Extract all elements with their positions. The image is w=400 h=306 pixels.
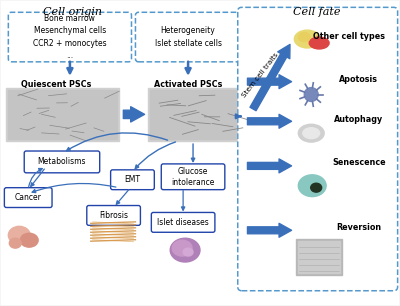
Text: Other cell types: Other cell types xyxy=(313,32,385,41)
Bar xyxy=(148,88,238,141)
Text: Islet diseases: Islet diseases xyxy=(157,218,209,227)
Circle shape xyxy=(304,88,318,102)
FancyBboxPatch shape xyxy=(111,170,154,190)
Text: Apotosis: Apotosis xyxy=(339,75,378,84)
FancyArrowPatch shape xyxy=(248,75,292,89)
Bar xyxy=(296,239,342,275)
Text: Fibrosis: Fibrosis xyxy=(99,211,128,220)
FancyArrowPatch shape xyxy=(123,107,144,122)
Text: Cancer: Cancer xyxy=(15,193,42,202)
FancyArrowPatch shape xyxy=(248,159,292,173)
Ellipse shape xyxy=(303,128,320,139)
Bar xyxy=(150,90,236,139)
Ellipse shape xyxy=(170,238,200,262)
Text: Cell origin: Cell origin xyxy=(43,7,102,17)
Ellipse shape xyxy=(311,183,322,192)
Text: Autophagy: Autophagy xyxy=(334,115,384,124)
Text: Cell fate: Cell fate xyxy=(294,7,341,17)
FancyBboxPatch shape xyxy=(8,12,132,62)
Text: Stem cell traits: Stem cell traits xyxy=(241,51,280,98)
FancyBboxPatch shape xyxy=(151,212,215,232)
FancyArrowPatch shape xyxy=(250,44,290,111)
FancyArrowPatch shape xyxy=(248,223,292,237)
Text: Activated PSCs: Activated PSCs xyxy=(154,80,222,89)
Text: EMT: EMT xyxy=(124,175,140,184)
Text: Glucose
intolerance: Glucose intolerance xyxy=(171,167,215,187)
Text: Quiescent PSCs: Quiescent PSCs xyxy=(21,80,91,89)
FancyBboxPatch shape xyxy=(161,164,225,190)
FancyBboxPatch shape xyxy=(238,7,398,291)
Bar xyxy=(298,241,340,273)
FancyBboxPatch shape xyxy=(136,12,241,62)
Text: Senescence: Senescence xyxy=(332,159,386,167)
Text: Metabolisms: Metabolisms xyxy=(38,157,86,166)
FancyBboxPatch shape xyxy=(24,151,100,173)
Text: Bone marrow
Mesenchymal cells
CCR2 + monocytes
...: Bone marrow Mesenchymal cells CCR2 + mon… xyxy=(33,14,107,60)
Ellipse shape xyxy=(309,37,329,49)
Bar xyxy=(6,88,118,141)
Ellipse shape xyxy=(298,33,310,42)
Ellipse shape xyxy=(298,124,324,142)
Text: Reversion: Reversion xyxy=(336,223,382,232)
Bar xyxy=(8,90,116,139)
FancyBboxPatch shape xyxy=(87,206,140,225)
Ellipse shape xyxy=(183,248,193,256)
Ellipse shape xyxy=(172,240,192,256)
Ellipse shape xyxy=(294,30,320,48)
FancyBboxPatch shape xyxy=(4,188,52,207)
Ellipse shape xyxy=(9,238,21,248)
Text: Heterogeneity
Islet stellate cells: Heterogeneity Islet stellate cells xyxy=(154,26,222,48)
FancyArrowPatch shape xyxy=(248,114,292,128)
Ellipse shape xyxy=(20,233,38,247)
Ellipse shape xyxy=(298,175,326,196)
Ellipse shape xyxy=(8,226,30,244)
